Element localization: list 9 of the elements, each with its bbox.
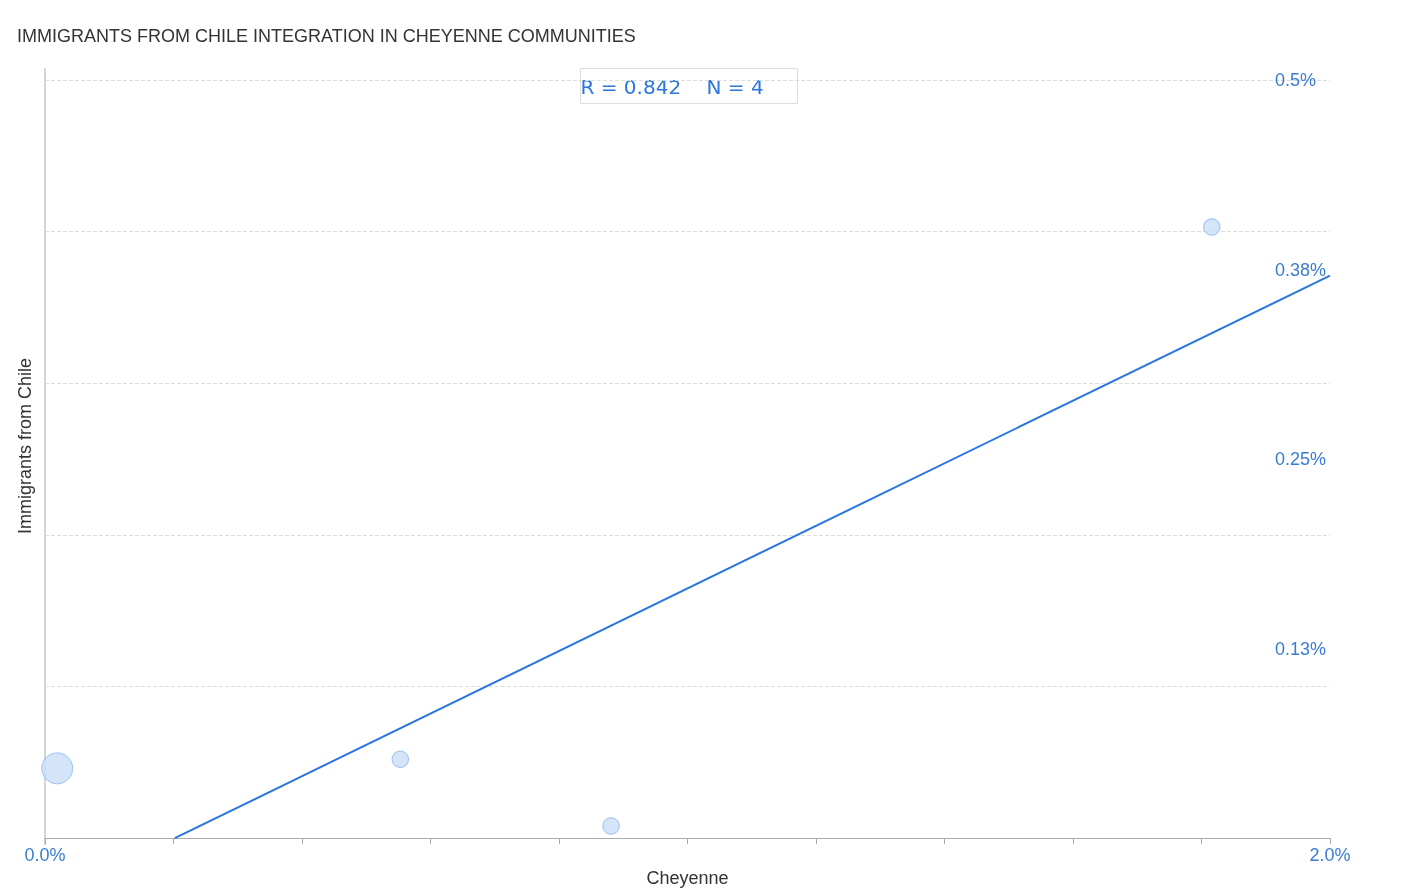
y-tick-label: 0.38% <box>1275 259 1327 280</box>
x-axis-title: Cheyenne <box>646 868 729 888</box>
x-tick-label: 2.0% <box>1309 845 1351 866</box>
x-tick-label: 0.0% <box>24 845 66 866</box>
y-tick-label: 0.5% <box>1275 70 1317 90</box>
y-axis-title: Immigrants from Chile <box>15 357 35 535</box>
chart-title: IMMIGRANTS FROM CHILE INTEGRATION IN CHEYENNE COMMUNITIES <box>17 26 636 46</box>
y-tick-label: 0.13% <box>1275 638 1327 659</box>
y-tick-label: 0.25% <box>1275 449 1327 470</box>
